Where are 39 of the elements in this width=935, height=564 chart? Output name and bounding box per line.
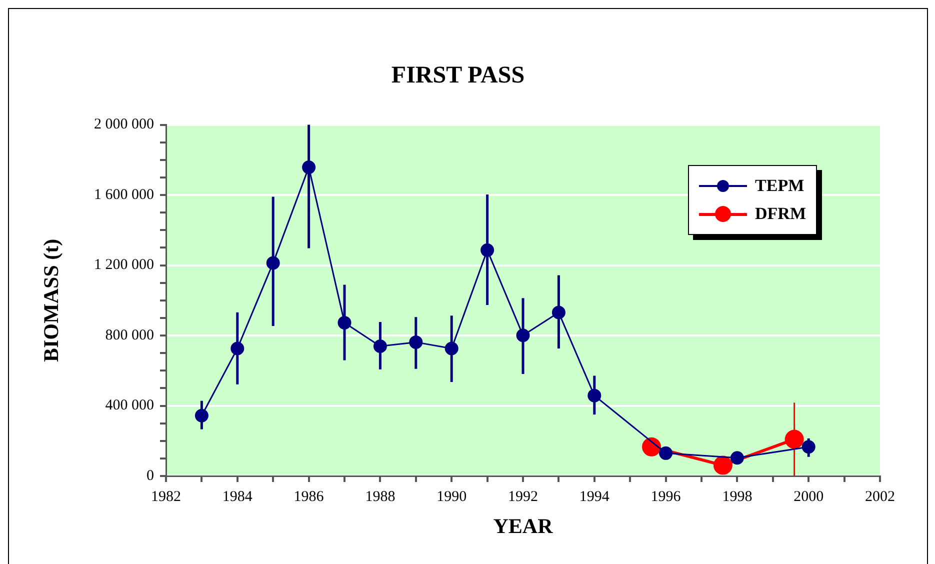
x-tick-label: 1982 (151, 488, 181, 505)
y-tick-label: 0 (146, 468, 154, 484)
x-tick-label: 1994 (579, 488, 610, 505)
y-tick-label: 800 000 (105, 327, 154, 344)
point (802, 440, 816, 454)
point (784, 430, 804, 449)
y-tick-label: 2 000 000 (94, 116, 154, 133)
point (194, 408, 208, 422)
point (552, 306, 566, 320)
legend-label: TEPM (755, 176, 804, 196)
x-tick-label: 1988 (365, 488, 396, 505)
x-tick-label: 1998 (722, 488, 752, 505)
point (373, 339, 387, 353)
chart-title: FIRST PASS (391, 62, 525, 89)
point (302, 160, 316, 174)
point (588, 388, 602, 402)
x-tick-label: 1996 (650, 488, 682, 505)
x-tick-label: 1992 (508, 488, 538, 505)
point (713, 456, 732, 475)
point (730, 451, 744, 465)
point (480, 243, 494, 257)
x-tick-label: 1984 (222, 488, 253, 505)
y-tick-label: 1 200 000 (94, 257, 154, 274)
y-tick-label: 1 600 000 (94, 186, 154, 203)
y-tick-label: 400 000 (105, 398, 154, 414)
x-tick-label: 1986 (294, 488, 324, 505)
x-tick-label: 2002 (865, 488, 895, 505)
point (409, 335, 423, 349)
point (516, 328, 530, 342)
x-tick-label: 1990 (436, 488, 467, 505)
x-tick-label: 2000 (794, 488, 824, 505)
point (230, 342, 244, 356)
point (266, 256, 280, 270)
x-axis-title: YEAR (493, 514, 554, 538)
point (444, 342, 458, 356)
point (659, 446, 673, 460)
y-axis-title: BIOMASS (t) (39, 238, 64, 362)
point (338, 316, 352, 330)
legend-label: DFRM (755, 204, 806, 224)
